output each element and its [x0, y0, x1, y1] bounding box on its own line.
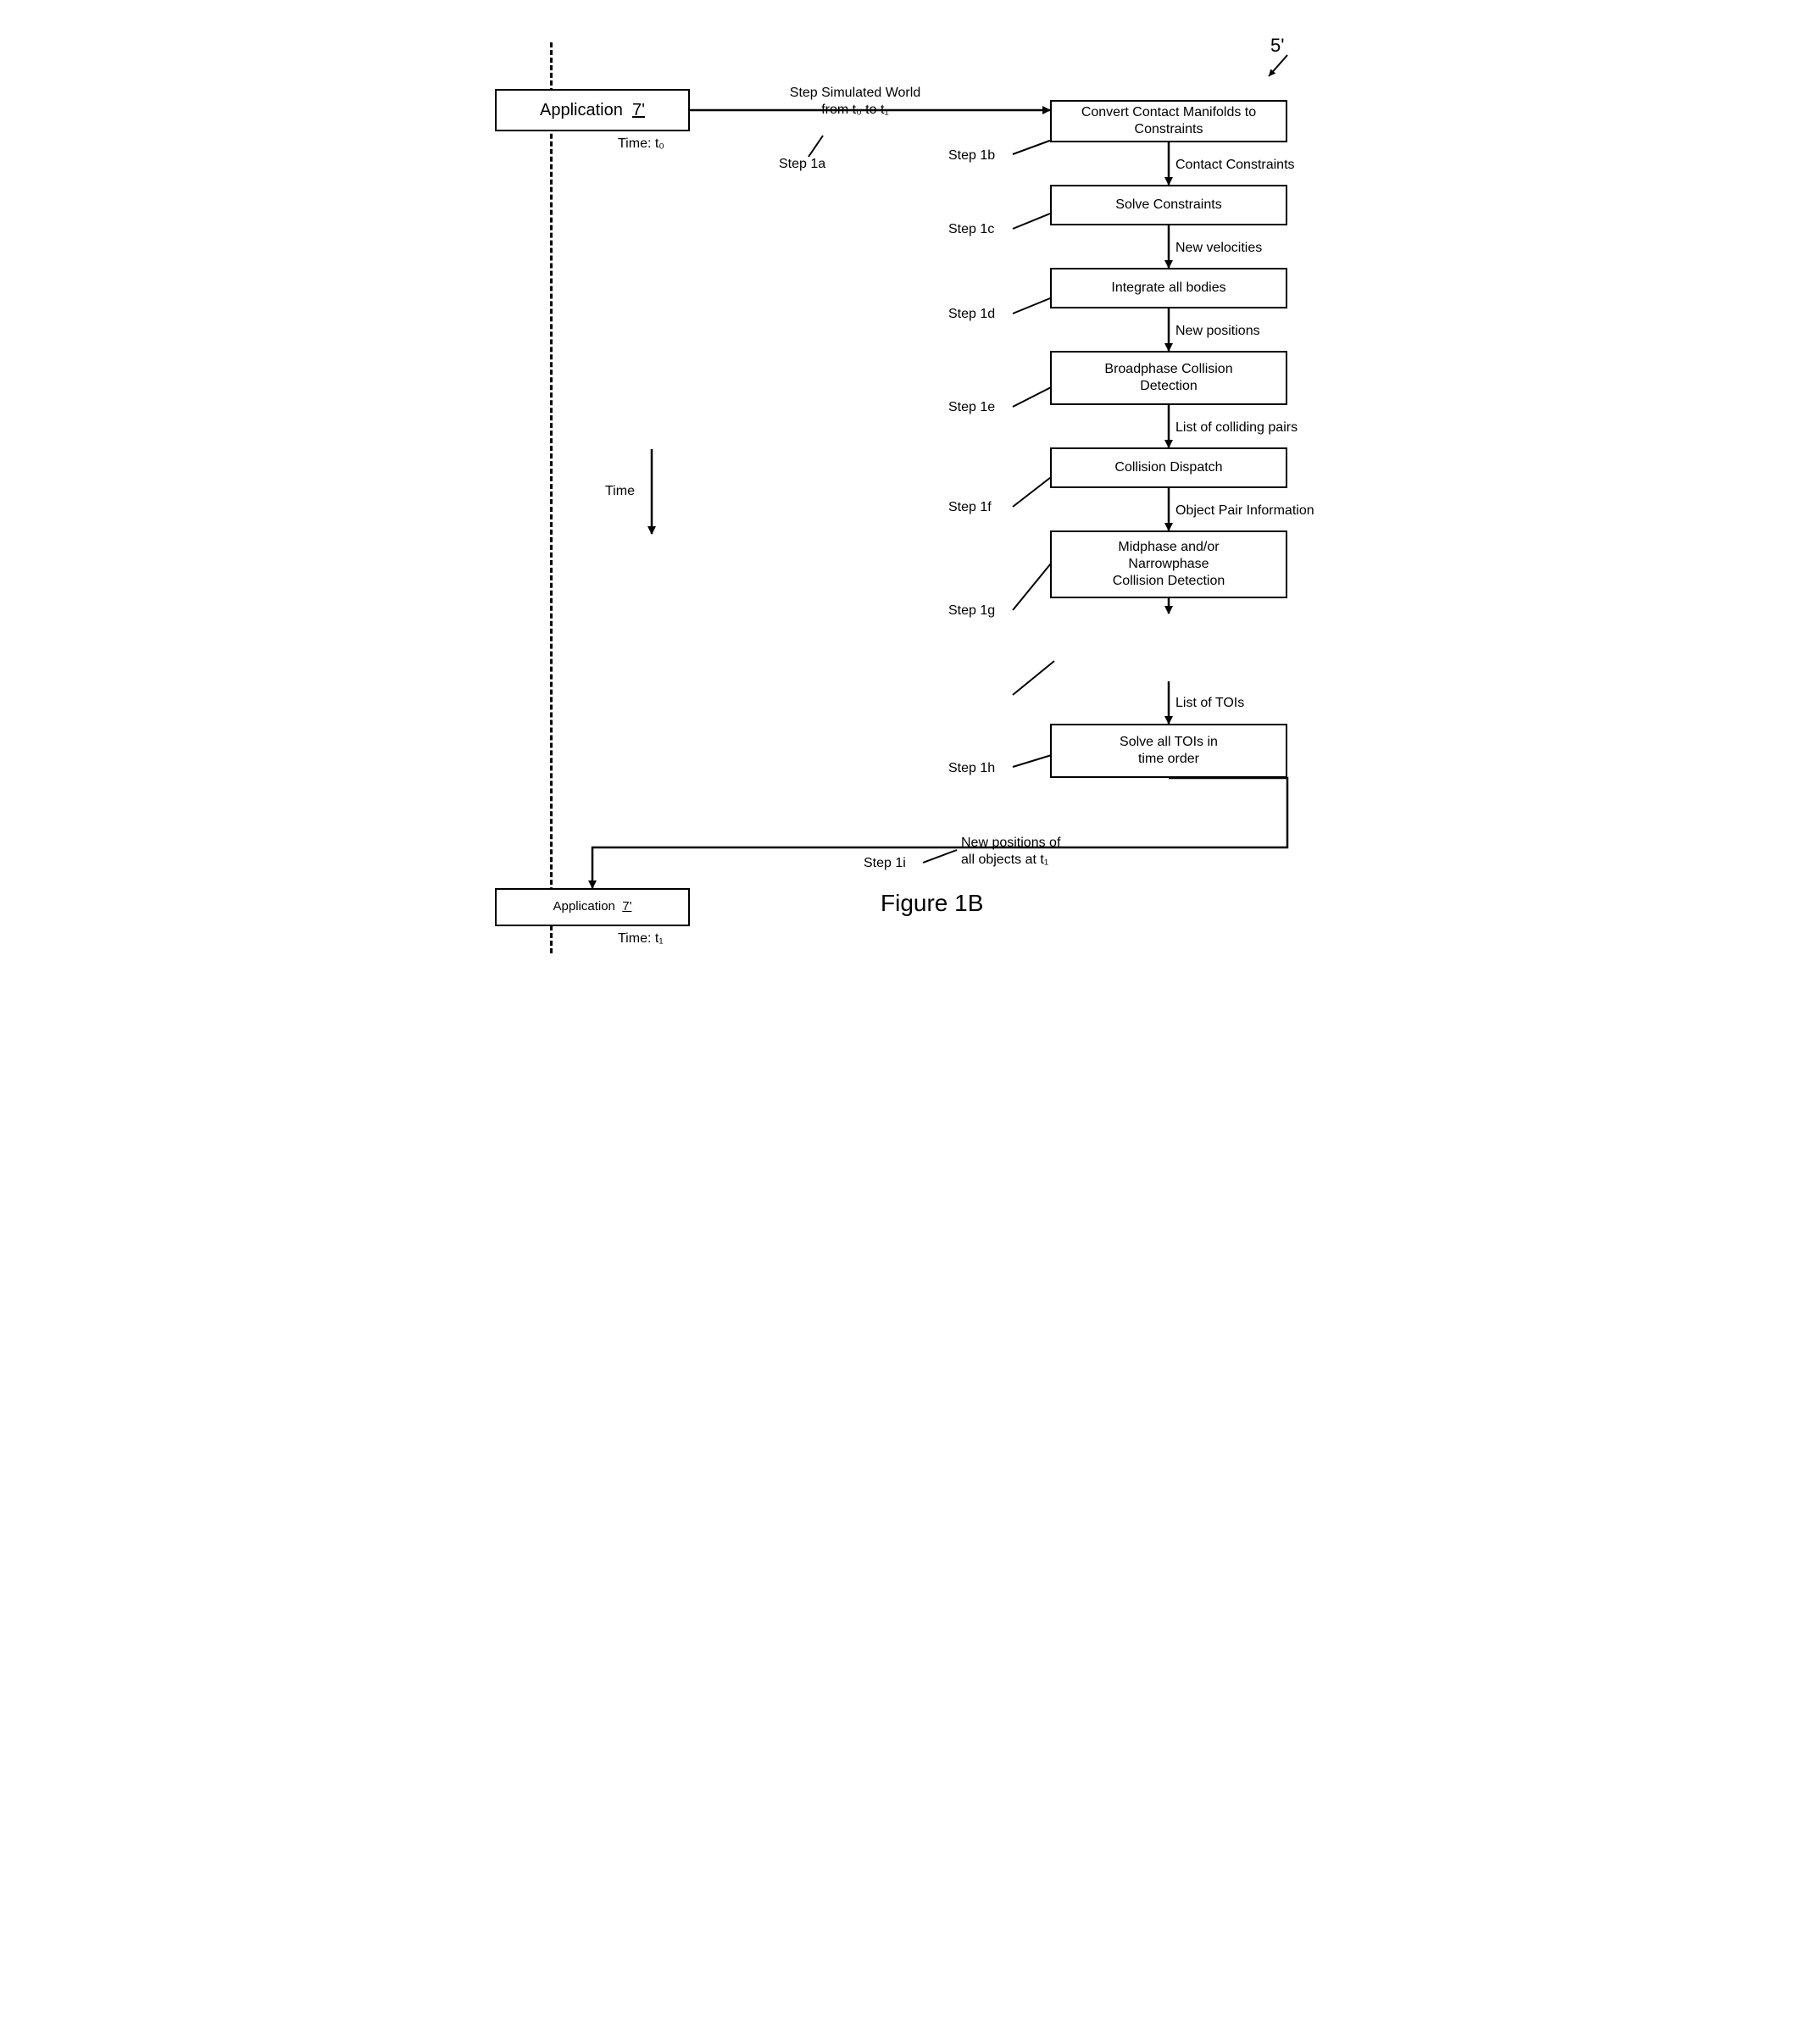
step1b-label: Step 1b	[948, 148, 995, 164]
step1i-label: Step 1i	[864, 856, 906, 871]
step1c-box: Solve Constraints	[1050, 185, 1287, 225]
step1d-box: Integrate all bodies	[1050, 268, 1287, 308]
step1a-label: Step 1a	[779, 157, 825, 172]
step1b-box: Convert Contact Manifolds to Constraints	[1050, 100, 1287, 142]
step1f-label: Step 1f	[948, 500, 992, 515]
figure-title: Figure 1B	[881, 890, 983, 917]
step1e-box: Broadphase Collision Detection	[1050, 351, 1287, 405]
step1c-label: Step 1c	[948, 222, 994, 237]
time-t0-label: Time: t₀	[618, 136, 664, 153]
step1d-label: Step 1d	[948, 307, 995, 322]
application-box-t1: Application 7'	[495, 888, 690, 926]
step1e-out: List of colliding pairs	[1175, 419, 1298, 436]
application-label-bottom: Application 7'	[553, 899, 632, 915]
step1f-box: Collision Dispatch	[1050, 447, 1287, 488]
step1g-out-fixed: List of TOIs	[1175, 695, 1244, 712]
step1c-out: New velocities	[1175, 240, 1262, 257]
application-box-t0: Application 7'	[495, 89, 690, 131]
timeline-dashed	[550, 42, 553, 953]
step1e-label: Step 1e	[948, 400, 995, 415]
application-label: Application 7'	[540, 100, 645, 121]
time-t1-label: Time: t₁	[618, 930, 664, 947]
step1f-out: Object Pair Information	[1175, 503, 1314, 519]
ref-marker: 5'	[1270, 34, 1284, 58]
step1h-label: Step 1h	[948, 761, 995, 776]
step1d-out: New positions	[1175, 323, 1260, 340]
time-axis-label: Time	[605, 483, 635, 500]
step1h-box: Solve all TOIs in time order	[1050, 724, 1287, 778]
step1g-box: Midphase and/or Narrowphase Collision De…	[1050, 530, 1287, 598]
step1i-text: New positions of all objects at t₁	[961, 835, 1060, 869]
step1b-out: Contact Constraints	[1175, 157, 1295, 174]
step1a-text: Step Simulated Worldfrom t₀ to t₁	[745, 85, 965, 119]
diagram-canvas: 5'	[474, 34, 1321, 1000]
step1g-label: Step 1g	[948, 603, 995, 619]
